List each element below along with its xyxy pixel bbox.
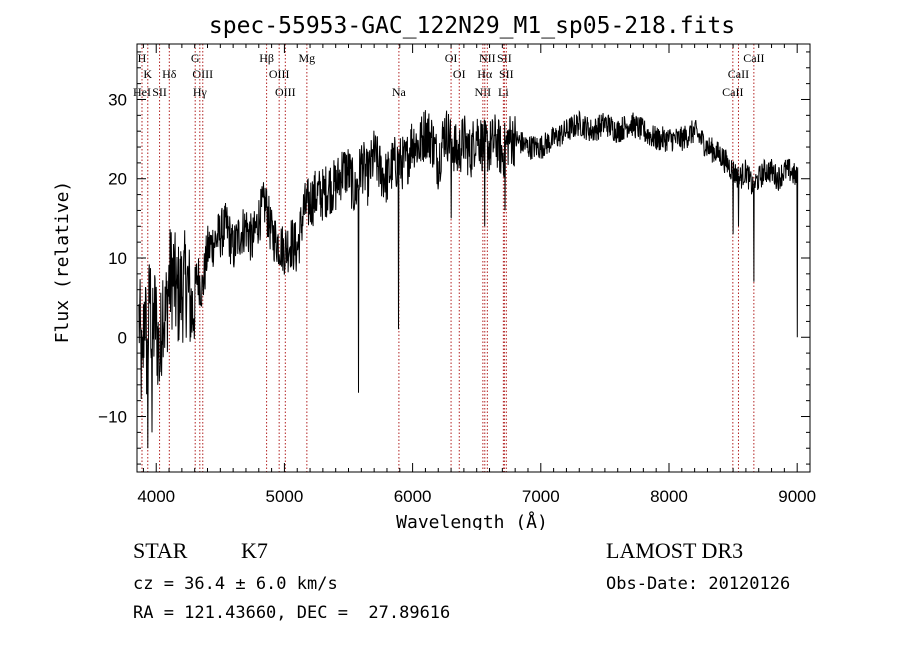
line-label: OI [453, 67, 466, 81]
line-label: OI [445, 51, 458, 65]
x-tick-label: 9000 [778, 487, 816, 506]
x-tick-label: 4000 [137, 487, 175, 506]
line-label: OIII [269, 67, 290, 81]
spectrum-plot: spec-55953-GAC_122N29_M1_sp05-218.fits H… [52, 13, 816, 530]
survey-name: LAMOST DR3 [606, 538, 744, 563]
line-label: Mg [299, 51, 316, 65]
y-axis-label: Flux (relative) [52, 181, 73, 344]
line-label: OIII [275, 85, 296, 99]
line-label: CaII [728, 67, 749, 81]
y-axis: −10 0 10 20 30 [98, 51, 810, 465]
redshift-cz: cz = 36.4 ± 6.0 km/s [133, 574, 338, 594]
plot-frame [136, 43, 811, 473]
x-axis: 4000 5000 6000 7000 8000 9000 [137, 44, 816, 506]
line-label: Li [498, 85, 509, 99]
line-label: SII [152, 85, 167, 99]
line-label: Na [392, 85, 407, 99]
line-label: Hα [477, 67, 493, 81]
ra-dec-coordinates: RA = 121.43660, DEC = 27.89616 [133, 603, 451, 623]
observation-date: Obs-Date: 20120126 [606, 574, 791, 594]
line-label: SII [497, 51, 512, 65]
line-label: CaII [743, 51, 764, 65]
x-tick-label: 7000 [522, 487, 560, 506]
line-label: CaII [722, 85, 743, 99]
x-tick-label: 5000 [266, 487, 304, 506]
y-tick-label: 20 [108, 170, 127, 189]
x-tick-label: 6000 [394, 487, 432, 506]
object-class: STAR [133, 538, 188, 563]
x-axis-label: Wavelength (Å) [396, 511, 548, 530]
object-subclass: K7 [241, 538, 268, 563]
spectrum-line [138, 109, 799, 449]
line-label: K [143, 67, 152, 81]
line-label: Hβ [259, 51, 274, 65]
line-label: Hδ [162, 67, 177, 81]
y-tick-label: 30 [108, 90, 127, 109]
line-label: Hγ [193, 85, 208, 99]
x-tick-label: 8000 [650, 487, 688, 506]
line-label: SII [499, 67, 514, 81]
line-label: HeI [133, 85, 151, 99]
line-label: NII [479, 51, 496, 65]
y-tick-label: −10 [98, 408, 127, 427]
chart-title: spec-55953-GAC_122N29_M1_sp05-218.fits [209, 13, 735, 39]
line-label: G [191, 51, 200, 65]
line-label: OIII [192, 67, 213, 81]
spectrum-series [138, 109, 799, 449]
y-tick-label: 10 [108, 249, 127, 268]
y-tick-label: 0 [118, 328, 127, 347]
line-label: NII [475, 85, 492, 99]
